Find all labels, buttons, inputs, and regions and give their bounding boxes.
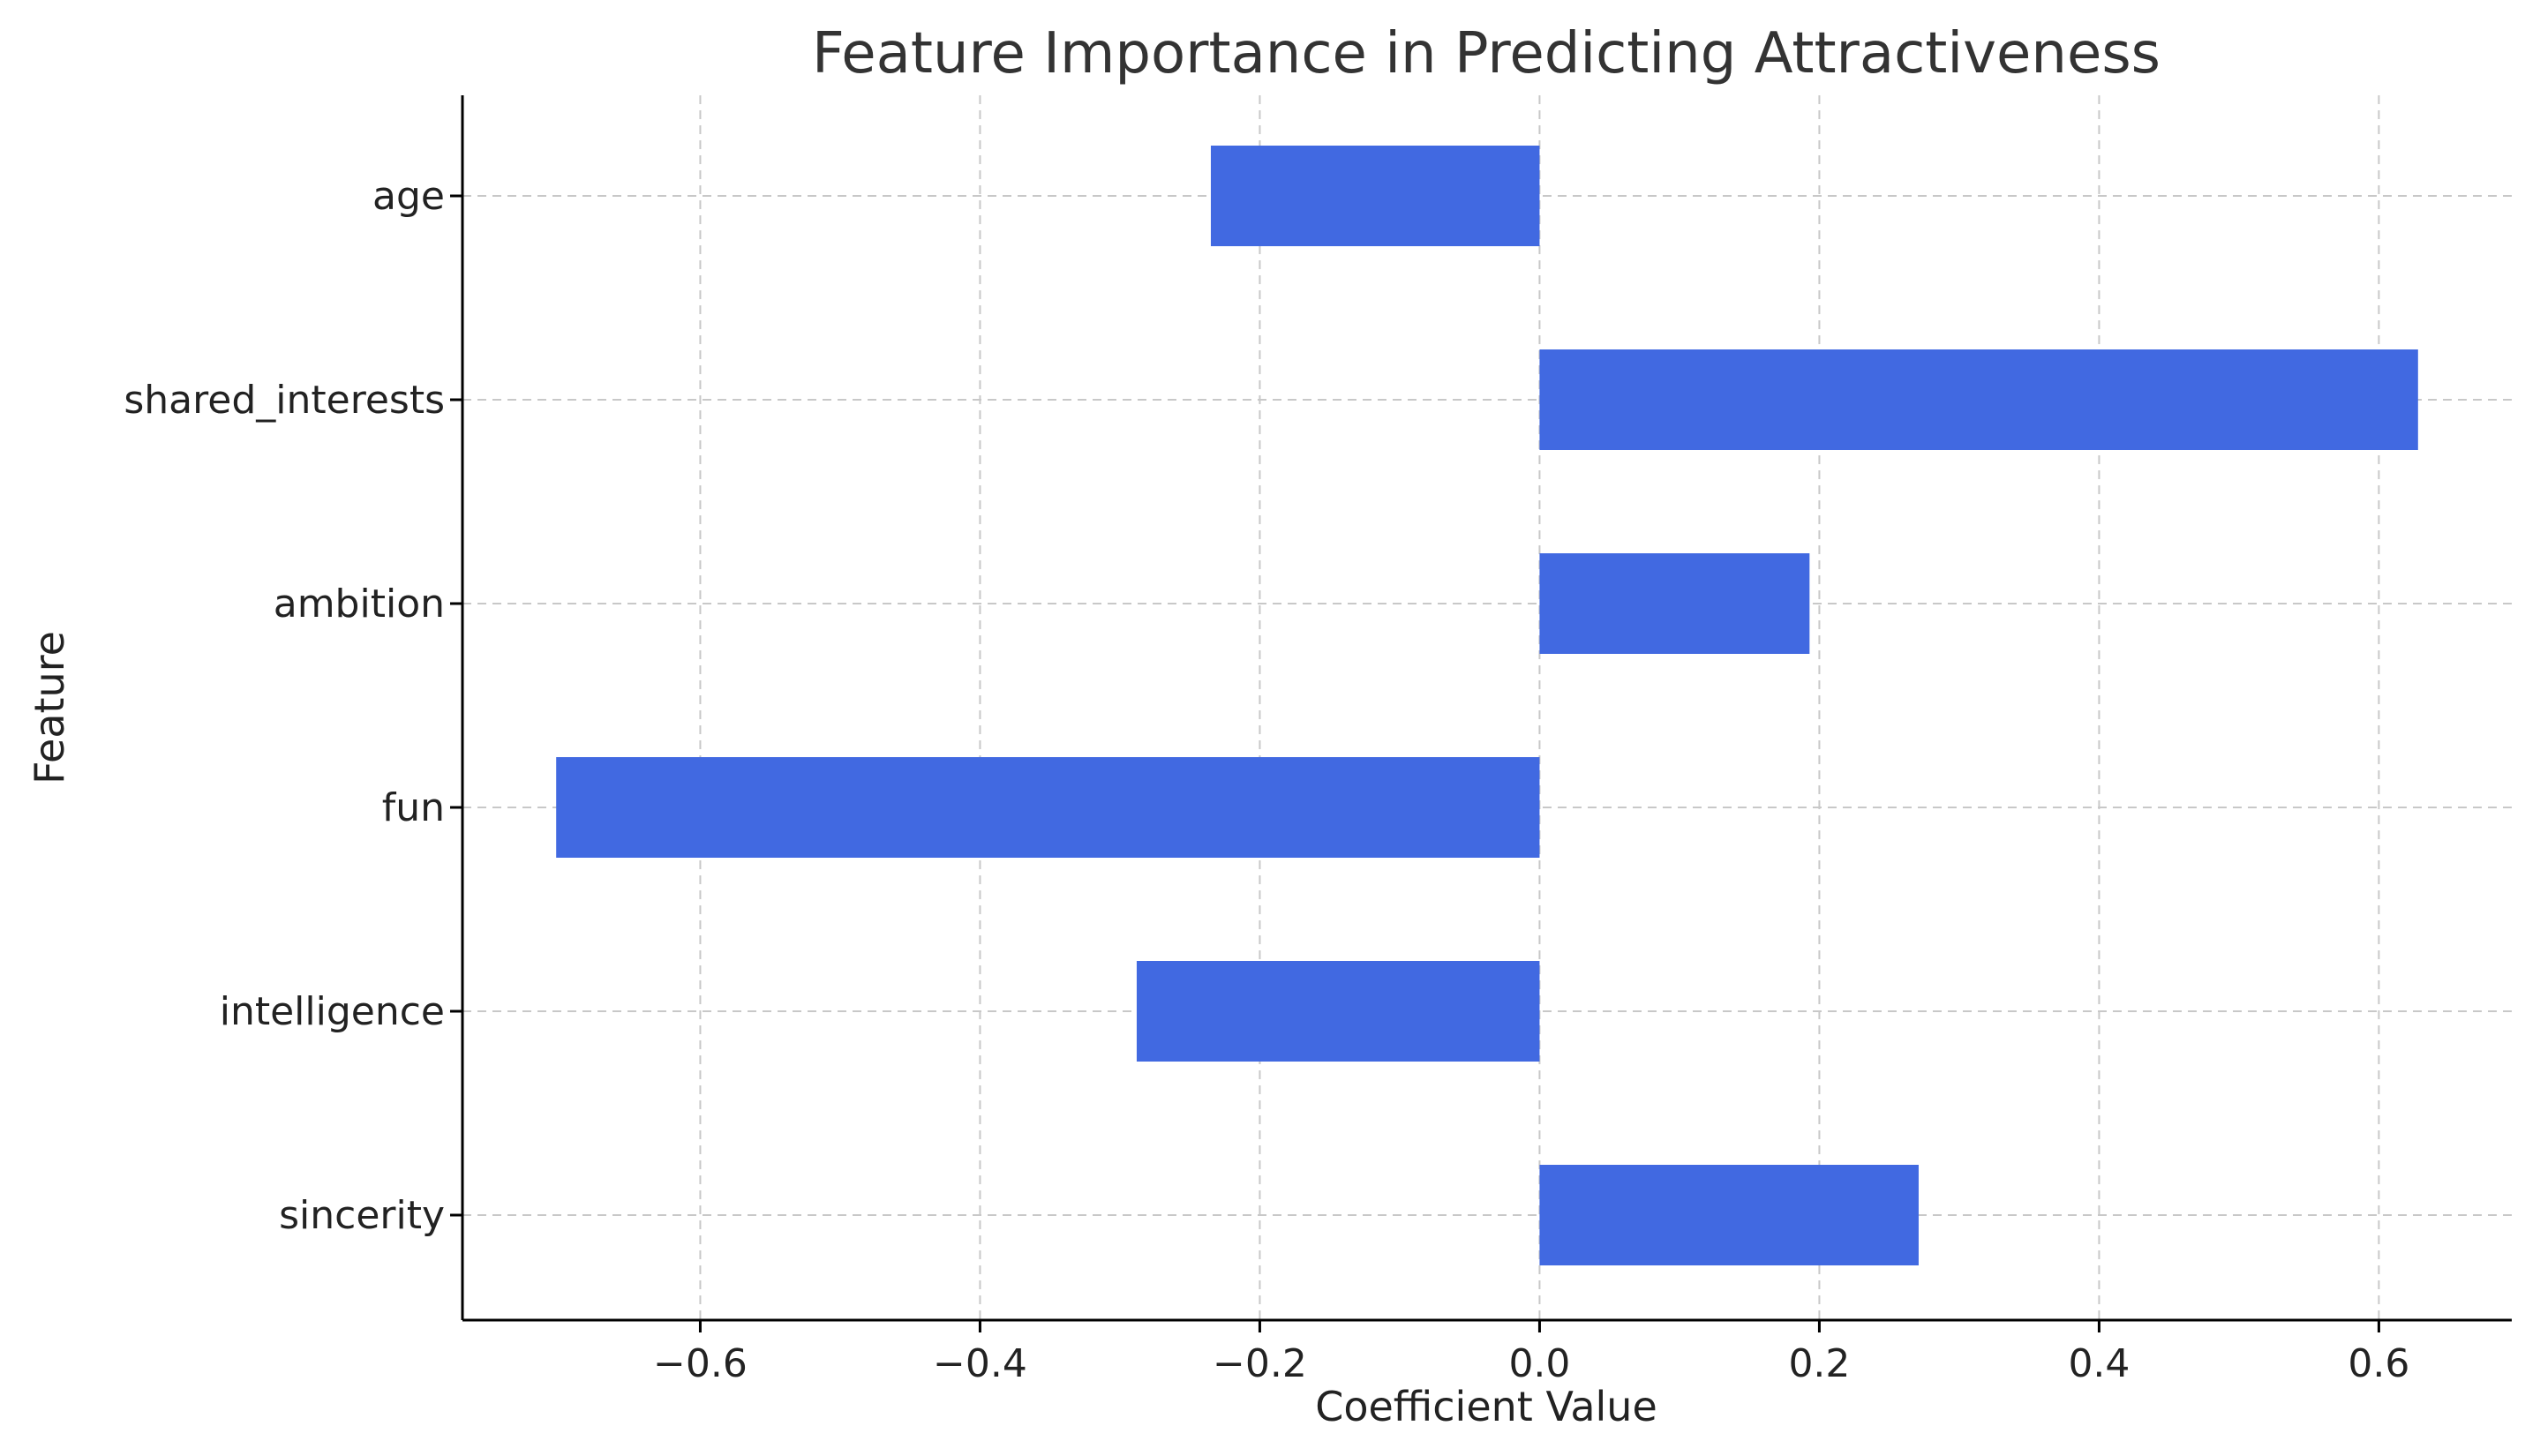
bar-shared-interests bbox=[1539, 349, 2418, 450]
x-tick-label: −0.2 bbox=[1213, 1341, 1307, 1386]
y-tick-label: fun bbox=[382, 785, 445, 830]
x-tick-label: 0.6 bbox=[2348, 1341, 2409, 1386]
x-tick-label: 0.0 bbox=[1508, 1341, 1570, 1386]
bars bbox=[556, 146, 2418, 1265]
y-tick-label: intelligence bbox=[220, 989, 445, 1034]
y-ticks: age shared_interests ambition fun intelligen… bbox=[124, 174, 462, 1238]
y-tick-label: age bbox=[372, 174, 445, 219]
grid-lines bbox=[462, 95, 2512, 1320]
y-tick-label: ambition bbox=[274, 582, 445, 627]
bar-age bbox=[1210, 146, 1540, 246]
x-tick-label: 0.4 bbox=[2068, 1341, 2130, 1386]
axes bbox=[461, 95, 2512, 1322]
x-tick-label: 0.2 bbox=[1788, 1341, 1850, 1386]
x-tick-label: −0.4 bbox=[933, 1341, 1027, 1386]
bar-sincerity bbox=[1539, 1165, 1919, 1265]
bar-ambition bbox=[1539, 553, 1810, 654]
bar-intelligence bbox=[1136, 961, 1540, 1062]
y-axis-label: Feature bbox=[26, 631, 73, 784]
x-axis-label: Coefficient Value bbox=[1315, 1383, 1657, 1430]
chart-title: Feature Importance in Predicting Attract… bbox=[812, 21, 2161, 86]
x-tick-label: −0.6 bbox=[653, 1341, 748, 1386]
y-tick-label: sincerity bbox=[279, 1193, 445, 1238]
x-ticks: −0.6 −0.4 −0.2 0.0 0.2 0.4 0.6 bbox=[653, 1320, 2409, 1386]
y-tick-label: shared_interests bbox=[124, 378, 445, 423]
bar-fun bbox=[556, 757, 1540, 858]
